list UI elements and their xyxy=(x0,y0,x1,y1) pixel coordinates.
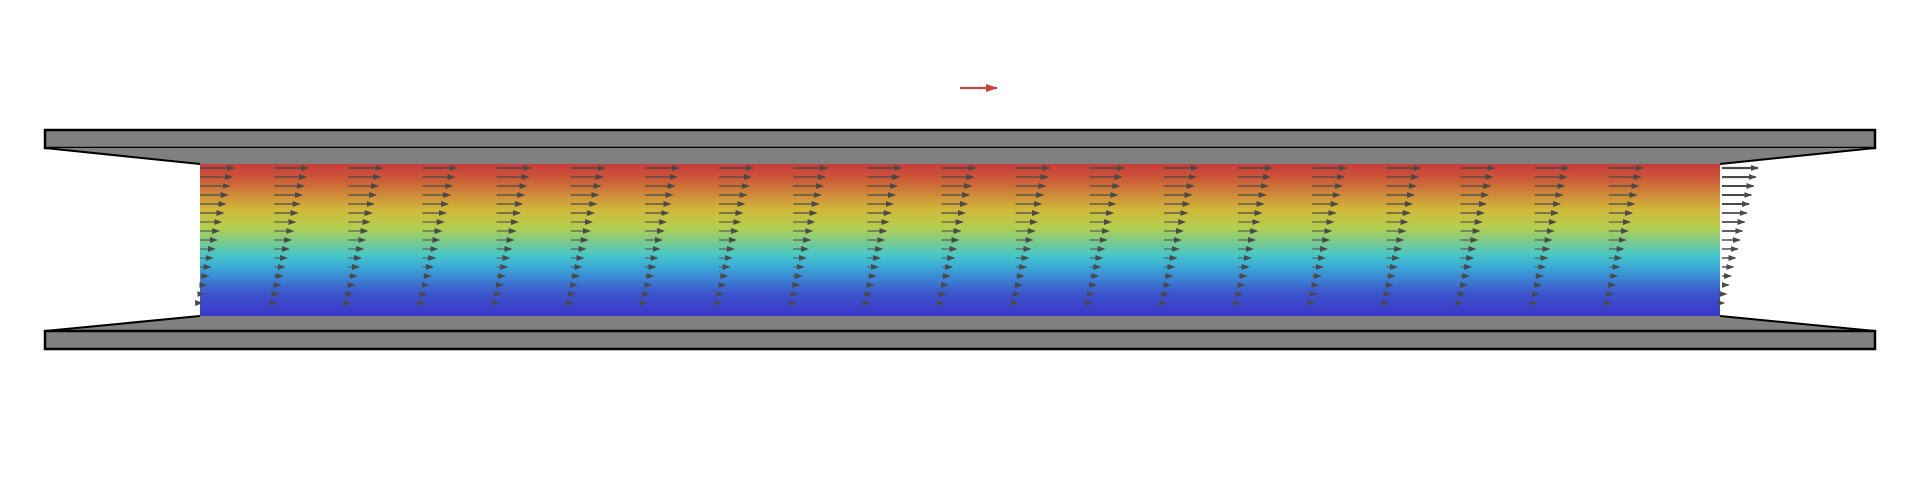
bottom-taper-right-edge xyxy=(1719,315,1876,332)
top-taper-right-edge xyxy=(1719,147,1876,165)
top-plate-taper xyxy=(45,148,1875,164)
velocity-arrows xyxy=(195,165,1644,306)
bottom-plate xyxy=(43,329,1877,351)
top-plate xyxy=(43,128,1877,150)
velocity-profile xyxy=(1717,165,1759,306)
bottom-plate-taper xyxy=(45,316,1875,331)
top-taper-left-edge xyxy=(44,147,201,165)
bottom-taper-left-edge xyxy=(44,315,201,332)
